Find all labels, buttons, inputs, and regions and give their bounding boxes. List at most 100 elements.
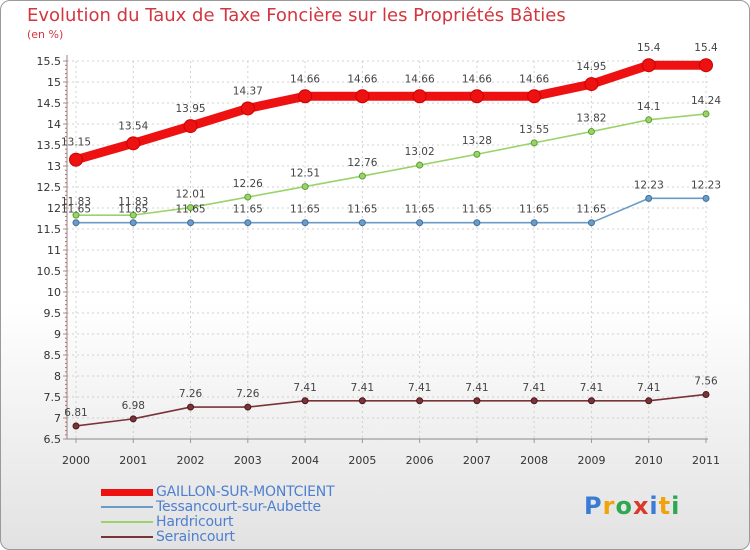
data-point xyxy=(645,194,653,202)
data-point xyxy=(702,194,710,202)
legend: GAILLON-SUR-MONTCIENT Tessancourt-sur-Aub… xyxy=(101,484,401,545)
data-label: 14.1 xyxy=(637,101,660,113)
logo-letter: x xyxy=(632,492,650,520)
data-label: 14.66 xyxy=(462,73,492,85)
logo-letter: o xyxy=(615,492,633,520)
x-tick-label: 2008 xyxy=(520,454,548,467)
data-point xyxy=(416,161,424,169)
data-point xyxy=(244,219,252,227)
data-label: 7.41 xyxy=(408,382,431,394)
data-point xyxy=(699,58,713,73)
data-label: 7.41 xyxy=(637,382,660,394)
x-tick-label: 2011 xyxy=(692,454,720,467)
legend-item: GAILLON-SUR-MONTCIENT xyxy=(101,484,401,500)
legend-item: Hardricourt xyxy=(101,514,401,530)
data-point xyxy=(301,219,309,227)
legend-label: Tessancourt-sur-Aubette xyxy=(156,499,321,515)
y-tick-label: 13.5 xyxy=(37,139,62,152)
chart-title: Evolution du Taux de Taxe Foncière sur l… xyxy=(27,5,566,26)
data-label: 7.41 xyxy=(293,382,316,394)
data-point xyxy=(183,119,198,134)
data-label: 11.65 xyxy=(118,204,148,216)
legend-label: GAILLON-SUR-MONTCIENT xyxy=(156,484,335,500)
data-point xyxy=(240,101,255,116)
data-point xyxy=(301,183,309,191)
data-label: 6.98 xyxy=(122,400,145,412)
data-label: 11.65 xyxy=(233,204,263,216)
data-label: 6.81 xyxy=(64,407,87,419)
data-label: 13.28 xyxy=(462,135,492,147)
data-label: 14.66 xyxy=(405,73,435,85)
data-point xyxy=(126,136,141,151)
data-label: 12.23 xyxy=(634,179,664,191)
data-point xyxy=(244,193,252,201)
series-lines xyxy=(69,58,713,430)
y-tick-label: 12 xyxy=(47,202,61,215)
data-point xyxy=(473,397,481,405)
data-label: 14.37 xyxy=(233,85,263,97)
legend-swatch xyxy=(101,506,153,508)
data-label: 15.4 xyxy=(637,42,661,54)
axes: 6.577.588.599.51010.51111.51212.51313.51… xyxy=(37,55,720,467)
data-point xyxy=(358,219,366,227)
data-point xyxy=(129,415,137,423)
data-label: 7.41 xyxy=(580,382,603,394)
x-tick-label: 2009 xyxy=(577,454,605,467)
y-tick-label: 6.5 xyxy=(44,433,62,446)
data-point xyxy=(527,89,542,104)
data-label: 11.65 xyxy=(290,204,320,216)
data-point xyxy=(469,89,484,104)
y-tick-label: 9 xyxy=(54,328,61,341)
data-point xyxy=(187,219,195,227)
legend-item: Seraincourt xyxy=(101,529,401,545)
proxiti-logo: Proxiti xyxy=(584,492,680,520)
data-point xyxy=(530,397,538,405)
x-tick-label: 2006 xyxy=(406,454,434,467)
logo-letter: P xyxy=(584,492,603,520)
series-line-0 xyxy=(71,60,711,165)
data-point xyxy=(645,116,653,124)
data-labels: 13.15 13.54 13.95 14.37 14.66 14.66 14.66 14.66… xyxy=(61,42,721,419)
data-label: 12.51 xyxy=(290,168,320,180)
y-tick-label: 9.5 xyxy=(44,307,62,320)
x-tick-label: 2004 xyxy=(291,454,319,467)
data-point xyxy=(702,110,710,118)
x-tick-label: 2003 xyxy=(234,454,262,467)
data-label: 13.54 xyxy=(118,120,148,132)
data-point xyxy=(530,139,538,147)
data-point xyxy=(298,89,313,104)
data-label: 11.65 xyxy=(519,204,549,216)
y-tick-label: 14 xyxy=(47,118,61,131)
legend-label: Hardricourt xyxy=(156,514,234,530)
data-label: 15.4 xyxy=(694,42,718,54)
data-label: 12.01 xyxy=(176,189,206,201)
y-tick-label: 11.5 xyxy=(37,223,62,236)
data-point xyxy=(301,397,309,405)
y-tick-label: 7 xyxy=(54,412,61,425)
y-tick-label: 10.5 xyxy=(37,265,62,278)
data-point xyxy=(72,219,80,227)
x-tick-label: 2010 xyxy=(635,454,663,467)
data-label: 14.24 xyxy=(691,95,721,107)
x-tick-label: 2000 xyxy=(62,454,90,467)
data-label: 7.26 xyxy=(179,388,203,400)
y-tick-label: 15 xyxy=(47,76,61,89)
x-tick-label: 2001 xyxy=(119,454,147,467)
data-point xyxy=(584,77,599,92)
data-point xyxy=(69,152,83,167)
data-label: 14.66 xyxy=(519,73,549,85)
data-label: 11.65 xyxy=(576,204,606,216)
legend-label: Seraincourt xyxy=(156,529,235,545)
data-label: 7.56 xyxy=(694,375,718,387)
logo-letter: r xyxy=(602,492,616,520)
y-tick-label: 8 xyxy=(54,370,61,383)
x-tick-label: 2005 xyxy=(348,454,376,467)
x-tick-label: 2002 xyxy=(177,454,205,467)
data-point xyxy=(358,172,366,180)
data-label: 7.41 xyxy=(351,382,374,394)
data-label: 11.83 xyxy=(118,196,148,208)
data-label: 13.15 xyxy=(61,137,91,149)
data-point xyxy=(641,58,656,73)
data-point xyxy=(187,403,195,411)
